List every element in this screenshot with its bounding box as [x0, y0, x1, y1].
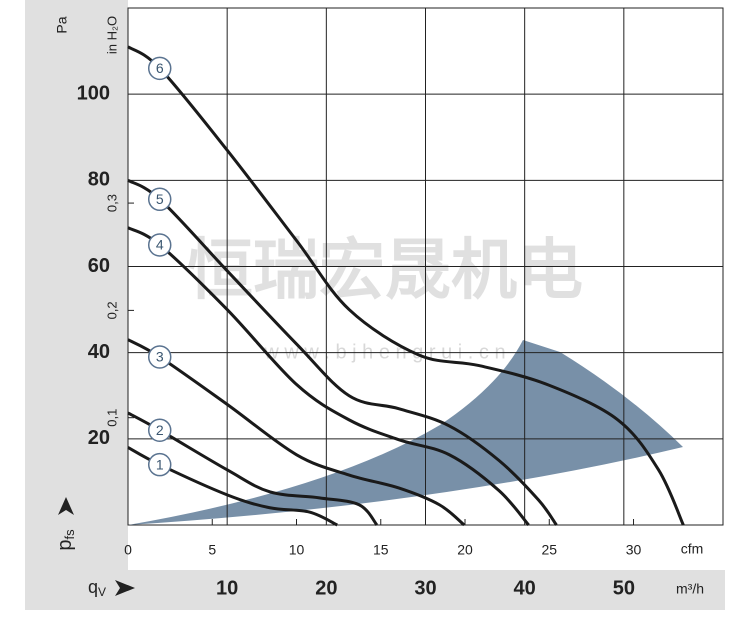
operating-zone: [128, 340, 683, 525]
y2-tick-label: 0,1: [104, 409, 119, 427]
x-symbol: qV: [88, 577, 106, 599]
curve-badge: [147, 233, 172, 257]
x-arrow: [115, 580, 135, 596]
x2-tick-label: 15: [373, 542, 389, 558]
fan-curve: [127, 45, 685, 526]
y2-tick-label: 0,3: [104, 194, 119, 212]
legend-label: 2: [156, 422, 164, 438]
x2-tick-label: 0: [124, 542, 132, 558]
curve-badge: [147, 56, 172, 81]
y-tick-label: 40: [88, 341, 110, 363]
x-tick-label: 30: [414, 577, 436, 599]
y2-axis-label: in H₂O: [104, 16, 119, 54]
x2-tick-label: 20: [457, 542, 473, 558]
y-tick-label: 60: [88, 255, 110, 277]
bottom-panel: [25, 570, 725, 610]
y-symbol-sub: fs: [62, 529, 77, 540]
curve-badge: [147, 345, 172, 369]
y2-tick-label: 0,2: [104, 301, 119, 319]
y-axis-label: Pa: [54, 16, 70, 33]
left-panel: [25, 0, 128, 610]
y-tick-label: 20: [88, 427, 110, 449]
legend-label: 4: [156, 237, 164, 253]
y-arrow: [58, 497, 74, 515]
x-tick-label: 50: [613, 577, 635, 599]
x-unit: m³/h: [676, 581, 704, 597]
legend-label: 5: [156, 191, 164, 207]
y-tick-label: 80: [88, 169, 110, 191]
x2-tick-label: 25: [541, 542, 557, 558]
watermark: 恒瑞宏晟机电: [187, 232, 583, 306]
x2-tick-label: 10: [289, 542, 305, 558]
x-symbol-sub: V: [98, 585, 106, 599]
y-symbol: pfs: [54, 529, 77, 551]
legend-label: 1: [156, 456, 164, 472]
curve-badge: [147, 187, 172, 212]
x2-tick-label: 30: [626, 542, 642, 558]
curve-badge: [147, 418, 172, 442]
x-tick-label: 20: [315, 577, 337, 599]
x2-tick-label: 5: [208, 542, 216, 558]
x2-unit: cfm: [681, 541, 704, 557]
legend-label: 6: [156, 60, 164, 76]
curve-badge: [147, 452, 172, 477]
y-symbol-main: p: [54, 540, 76, 551]
y-tick-label: 100: [77, 82, 110, 104]
x-tick-label: 10: [216, 577, 238, 599]
fan-curve: [127, 226, 530, 526]
fan-curve: [127, 179, 558, 526]
legend-label: 3: [156, 349, 164, 365]
x-symbol-main: q: [88, 577, 98, 597]
x-tick-label: 40: [514, 577, 536, 599]
